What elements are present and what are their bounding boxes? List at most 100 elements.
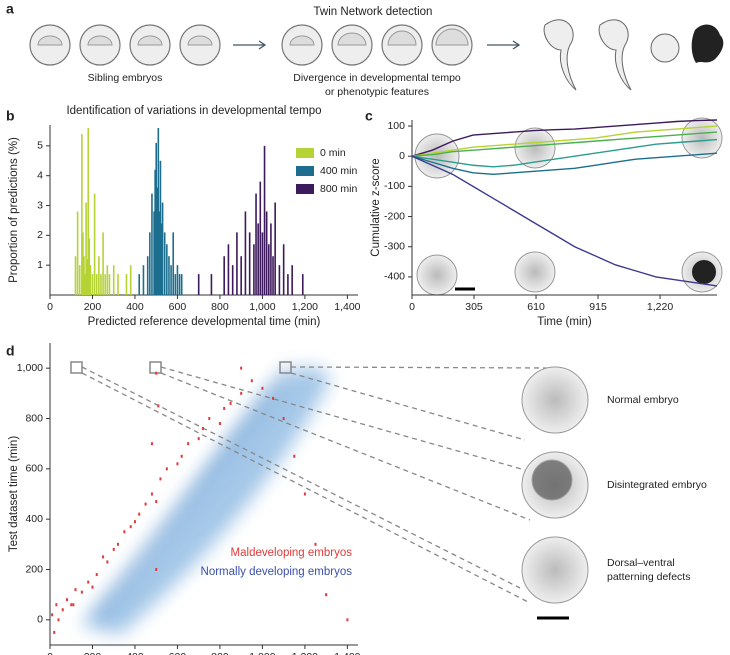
y-tick-label: -200 — [384, 210, 405, 222]
bar — [95, 274, 98, 295]
bar — [129, 265, 132, 295]
point — [197, 437, 200, 441]
point — [55, 603, 58, 607]
point — [155, 500, 158, 504]
bar — [272, 256, 274, 295]
image-label: Disintegrated embryo — [607, 479, 707, 491]
point — [53, 630, 56, 634]
point — [133, 520, 136, 524]
point — [293, 454, 296, 458]
bar — [98, 256, 100, 295]
point — [150, 442, 153, 446]
bar — [106, 265, 109, 295]
density-core — [91, 364, 294, 622]
bar — [248, 232, 251, 295]
bar — [265, 211, 268, 295]
bar — [108, 274, 111, 295]
bar — [149, 232, 151, 295]
x-axis-label: Predicted reference developmental time (… — [88, 316, 321, 328]
point — [72, 603, 75, 607]
point — [325, 593, 328, 597]
point — [138, 512, 141, 516]
point — [176, 462, 179, 466]
schematic-title: Twin Network detection — [314, 6, 433, 18]
x-tick-label: 400 — [126, 651, 144, 655]
point — [123, 530, 126, 534]
line — [411, 131, 718, 157]
line — [411, 119, 718, 157]
bar — [227, 244, 230, 295]
bar — [155, 142, 158, 295]
bar — [178, 274, 181, 295]
x-tick-label: 610 — [527, 301, 545, 313]
bar — [84, 274, 86, 295]
bar — [244, 211, 247, 295]
point — [57, 618, 60, 622]
point — [240, 366, 243, 370]
bar — [168, 256, 170, 295]
point — [112, 547, 115, 551]
y-tick-label: -100 — [384, 180, 405, 192]
y-tick-label: -400 — [384, 271, 405, 283]
bar — [157, 127, 160, 295]
y-tick-label: 200 — [25, 563, 43, 575]
y-tick-label: 600 — [25, 463, 43, 475]
bar — [156, 187, 159, 295]
bar — [174, 274, 177, 295]
bar — [166, 244, 168, 295]
point — [314, 542, 317, 546]
bar — [78, 265, 81, 295]
point — [218, 422, 221, 426]
point — [106, 560, 109, 564]
y-tick-label: 0 — [37, 614, 43, 626]
legend-swatch — [296, 184, 314, 194]
point — [180, 454, 183, 458]
bar — [223, 256, 225, 295]
bar — [76, 211, 79, 295]
bar — [274, 202, 276, 295]
bar — [93, 193, 96, 295]
bar — [176, 265, 179, 295]
point — [229, 401, 232, 405]
bar — [100, 274, 102, 295]
bar — [263, 145, 266, 295]
bar — [146, 256, 149, 295]
bar — [170, 265, 172, 295]
bar — [301, 274, 304, 295]
line — [411, 155, 718, 287]
schematic-label: Sibling embryos — [88, 72, 163, 84]
point — [150, 492, 153, 496]
bar — [282, 244, 285, 295]
bar — [83, 256, 85, 295]
x-axis-label: Time (min) — [537, 316, 592, 328]
bar — [117, 274, 119, 295]
panel-label: d — [6, 343, 15, 359]
x-tick-label: 0 — [47, 301, 53, 313]
point — [250, 379, 253, 383]
bar — [231, 265, 234, 295]
point — [65, 598, 68, 602]
point — [240, 391, 243, 395]
legend-label: 400 min — [320, 165, 358, 177]
bar — [253, 244, 255, 295]
y-tick-label: 5 — [37, 140, 43, 152]
bar — [160, 223, 163, 295]
phenotype-drawings — [543, 19, 724, 91]
schematic-label: Divergence in developmental tempo — [293, 72, 461, 84]
point — [208, 417, 211, 420]
legend-label: 0 min — [320, 147, 346, 159]
bar — [87, 127, 90, 295]
bar — [210, 274, 213, 295]
y-tick-label: 3 — [37, 199, 43, 211]
bar — [82, 232, 84, 295]
x-tick-label: 800 — [211, 301, 229, 313]
x-tick-label: 1,220 — [647, 301, 673, 313]
bar — [287, 274, 289, 295]
point — [272, 396, 275, 400]
y-axis-label: Test dataset time (min) — [8, 436, 20, 552]
bar — [259, 181, 262, 295]
annotation: Maldeveloping embryos — [231, 547, 353, 559]
image-label: patterning defects — [607, 571, 690, 583]
y-tick-label: 1,000 — [17, 362, 43, 374]
